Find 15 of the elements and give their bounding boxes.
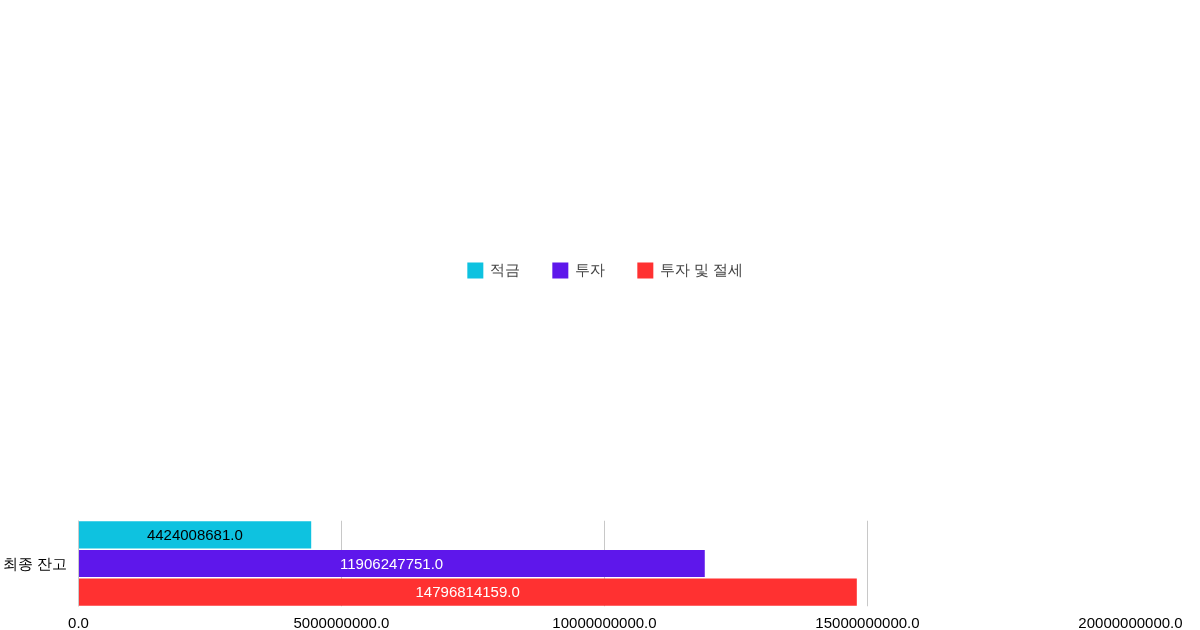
bar <box>78 549 705 578</box>
legend-label: 투자 <box>574 260 605 280</box>
x-tick-label: 10000000000.0 <box>552 613 657 630</box>
x-tick-label: 5000000000.0 <box>293 613 390 630</box>
x-tick-label: 15000000000.0 <box>815 613 920 630</box>
bar <box>78 521 312 549</box>
data-label: 14796814159.0 <box>415 583 520 601</box>
data-label: 11906247751.0 <box>340 554 444 572</box>
data-label: 4424008681.0 <box>146 525 243 543</box>
x-tick-label: 20000000000.0 <box>1078 613 1183 630</box>
legend-label: 투자 및 절세 <box>659 260 744 280</box>
y-tick-label: 최종 잔고 <box>3 555 68 572</box>
x-tick-label: 0.0 <box>68 613 89 630</box>
bar <box>78 578 857 606</box>
legend-label: 적금 <box>489 260 520 280</box>
